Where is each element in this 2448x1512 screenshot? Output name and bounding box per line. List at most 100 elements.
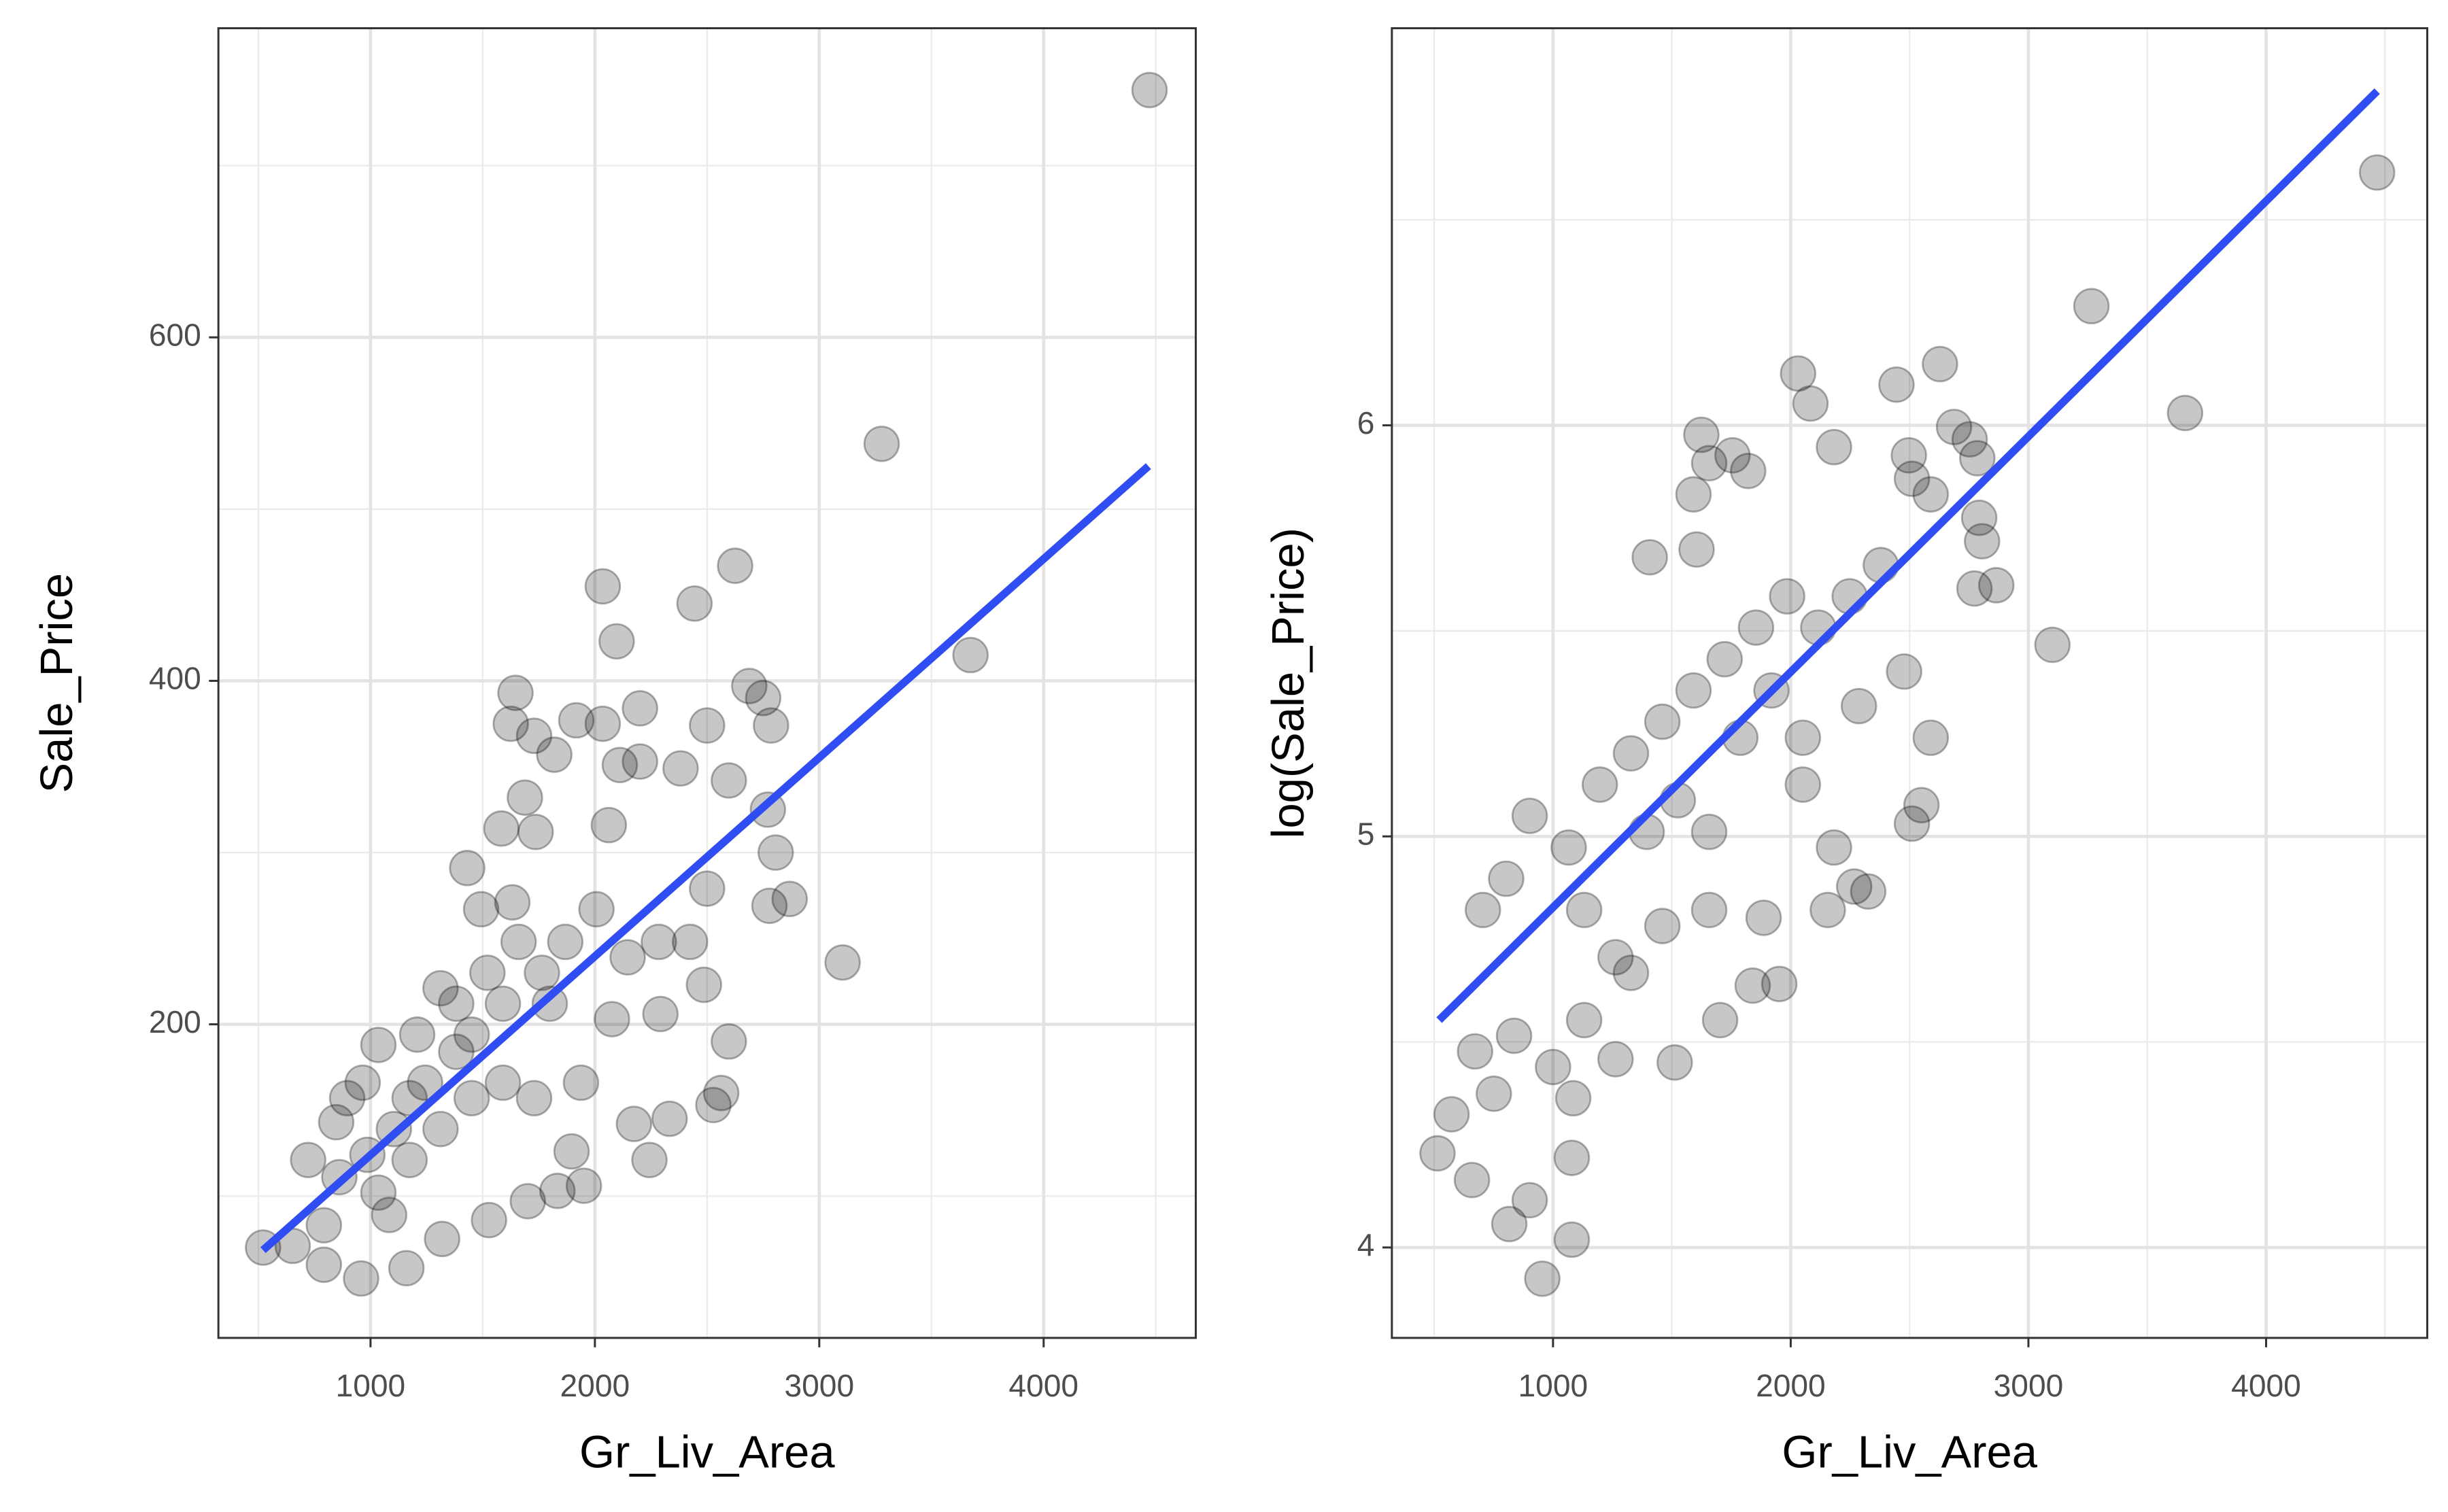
point (676, 585, 713, 622)
point (642, 995, 679, 1033)
y-tick-label: 600 (149, 317, 201, 352)
point (1565, 891, 1603, 929)
point (671, 923, 709, 961)
point (622, 743, 658, 780)
point (1675, 672, 1712, 709)
point (1890, 436, 1927, 474)
panel: 1000 2000 3000 4000 200 400 600 Gr_Liv_Area Sale… (31, 27, 1197, 1478)
point (492, 705, 529, 742)
point (1675, 476, 1712, 513)
panel: 1000 2000 3000 4000 4 5 6 Gr_Liv_Area log(Sale_P… (1263, 27, 2429, 1478)
point (1690, 813, 1728, 850)
point (1554, 1080, 1592, 1117)
point (398, 1016, 436, 1053)
point (453, 1016, 490, 1053)
point (1683, 416, 1720, 453)
point (584, 705, 622, 742)
point (2358, 154, 2396, 191)
fit-line (260, 463, 1151, 1254)
x-tick-label: 3000 (784, 1368, 854, 1403)
point (328, 1080, 366, 1117)
y-tick-label: 4 (1357, 1227, 1375, 1262)
point (1761, 965, 1798, 1003)
point (515, 1080, 553, 1117)
point (689, 707, 726, 744)
point (1488, 860, 1525, 897)
point (1809, 891, 1846, 929)
x-tick-label: 2000 (1756, 1368, 1826, 1403)
point (1745, 899, 1782, 936)
point (438, 1033, 475, 1070)
point (453, 1080, 490, 1117)
point (1524, 1260, 1561, 1297)
point (1511, 1182, 1548, 1219)
x-tick-label: 4000 (2231, 1368, 2301, 1403)
y-tick-label: 6 (1357, 405, 1375, 441)
point (1565, 1001, 1603, 1039)
point (1550, 829, 1587, 866)
point (562, 1064, 600, 1101)
point (1581, 766, 1618, 803)
point (484, 985, 522, 1023)
point (745, 679, 782, 717)
point (662, 750, 699, 787)
point (1612, 735, 1650, 772)
point (711, 1023, 747, 1060)
point (1453, 1161, 1491, 1199)
point (1840, 687, 1877, 725)
point (1964, 523, 2001, 560)
point (469, 955, 506, 991)
point (449, 850, 486, 887)
point (305, 1246, 343, 1284)
x-tick-label: 2000 (560, 1368, 630, 1403)
point (1457, 1033, 1493, 1070)
x-tick-label: 1000 (1518, 1368, 1588, 1403)
point (1597, 939, 1634, 976)
point (2073, 288, 2110, 325)
point (952, 636, 989, 674)
point (615, 1105, 653, 1142)
x-tick-label: 3000 (1994, 1368, 2064, 1403)
point (1464, 891, 1501, 929)
point (1419, 1135, 1456, 1172)
point (1959, 440, 1996, 477)
point (565, 1167, 602, 1204)
point (1678, 531, 1715, 568)
point (1612, 955, 1650, 991)
point (1784, 766, 1821, 803)
point (509, 1183, 546, 1220)
y-tick-label: 400 (149, 661, 201, 696)
point (689, 870, 726, 907)
point (1816, 428, 1852, 466)
point (1951, 421, 1988, 458)
point (590, 806, 628, 844)
point (536, 736, 573, 773)
point (1433, 1096, 1470, 1133)
point (702, 1074, 740, 1112)
point (1835, 868, 1873, 905)
point (422, 969, 459, 1007)
point (641, 923, 677, 961)
point (1476, 1075, 1512, 1112)
x-axis-title: Gr_Liv_Area (1782, 1427, 2037, 1478)
point (344, 1064, 381, 1101)
point (531, 985, 568, 1023)
point (515, 717, 553, 755)
point (1644, 908, 1681, 944)
point (1690, 445, 1728, 482)
point (494, 884, 531, 921)
point (483, 810, 520, 847)
point (1792, 385, 1829, 422)
point (685, 966, 722, 1003)
point (1912, 476, 1950, 513)
point (758, 834, 794, 871)
fit-line (1436, 88, 2380, 1023)
point (711, 762, 747, 799)
point (1784, 719, 1821, 756)
point (1769, 578, 1805, 615)
point (1553, 1139, 1591, 1176)
point (622, 690, 658, 727)
point (863, 426, 900, 462)
